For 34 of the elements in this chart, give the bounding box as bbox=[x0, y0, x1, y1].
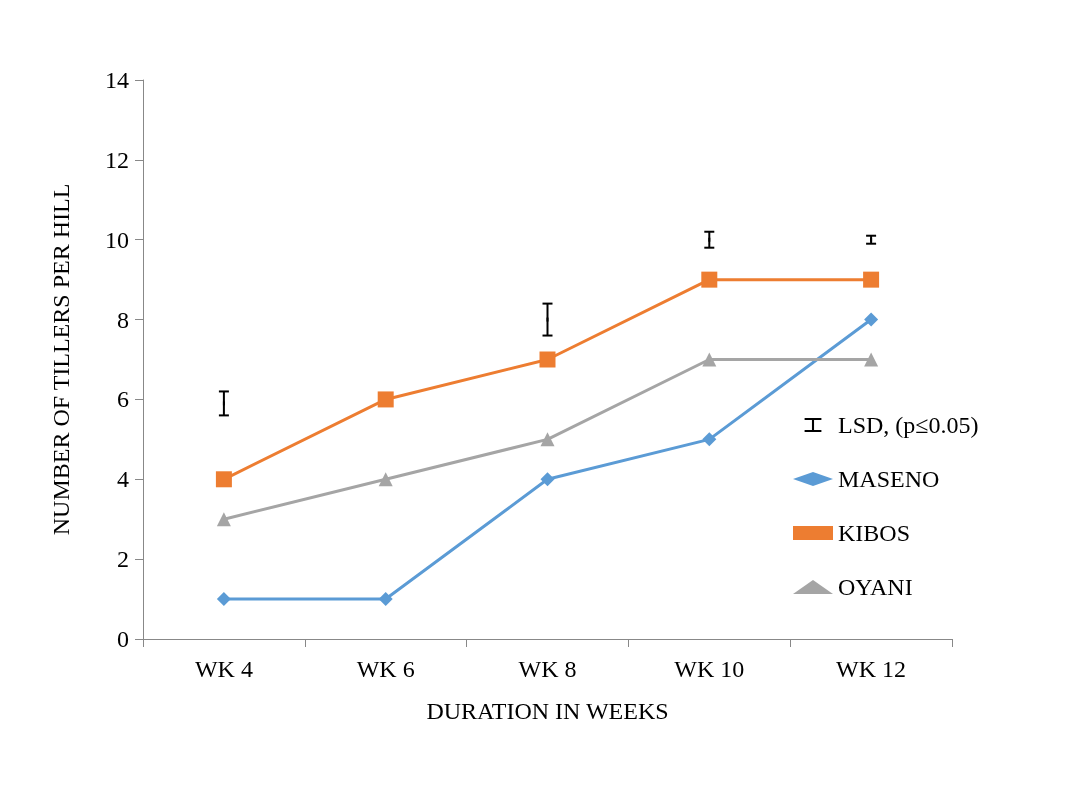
point bbox=[701, 271, 718, 288]
point bbox=[539, 351, 556, 368]
legend-label: LSD, (p≤0.05) bbox=[838, 412, 979, 438]
point bbox=[863, 271, 880, 288]
point bbox=[702, 432, 717, 447]
y-tick-label: 4 bbox=[117, 466, 129, 493]
y-tick-label: 12 bbox=[105, 146, 129, 173]
point bbox=[540, 472, 555, 487]
point bbox=[216, 512, 231, 527]
y-tick-label: 14 bbox=[105, 67, 129, 93]
point bbox=[377, 391, 394, 408]
point bbox=[216, 592, 231, 607]
x-tick-label: WK 6 bbox=[356, 656, 415, 682]
x-tick-label: WK 10 bbox=[674, 656, 745, 682]
legend-label: MASENO bbox=[838, 466, 940, 492]
y-tick-label: 8 bbox=[117, 306, 129, 333]
y-tick-label: 10 bbox=[105, 226, 129, 253]
point bbox=[864, 312, 879, 327]
x-axis-title: DURATION IN WEEKS bbox=[426, 698, 669, 724]
legend-label: OYANI bbox=[838, 574, 913, 600]
point bbox=[540, 432, 555, 447]
y-tick-label: 2 bbox=[117, 546, 129, 573]
x-tick-label: WK 12 bbox=[836, 656, 907, 682]
legend-label: KIBOS bbox=[838, 520, 911, 546]
y-axis-title: NUMBER OF TILLERS PER HILL bbox=[48, 183, 74, 536]
point bbox=[215, 471, 232, 488]
y-tick-label: 6 bbox=[117, 386, 129, 413]
point bbox=[378, 472, 393, 487]
x-tick-label: WK 4 bbox=[194, 656, 253, 682]
y-tick-label: 0 bbox=[117, 626, 129, 652]
point bbox=[864, 352, 879, 367]
point bbox=[378, 592, 393, 607]
x-tick-label: WK 8 bbox=[518, 656, 577, 682]
point bbox=[702, 352, 717, 367]
